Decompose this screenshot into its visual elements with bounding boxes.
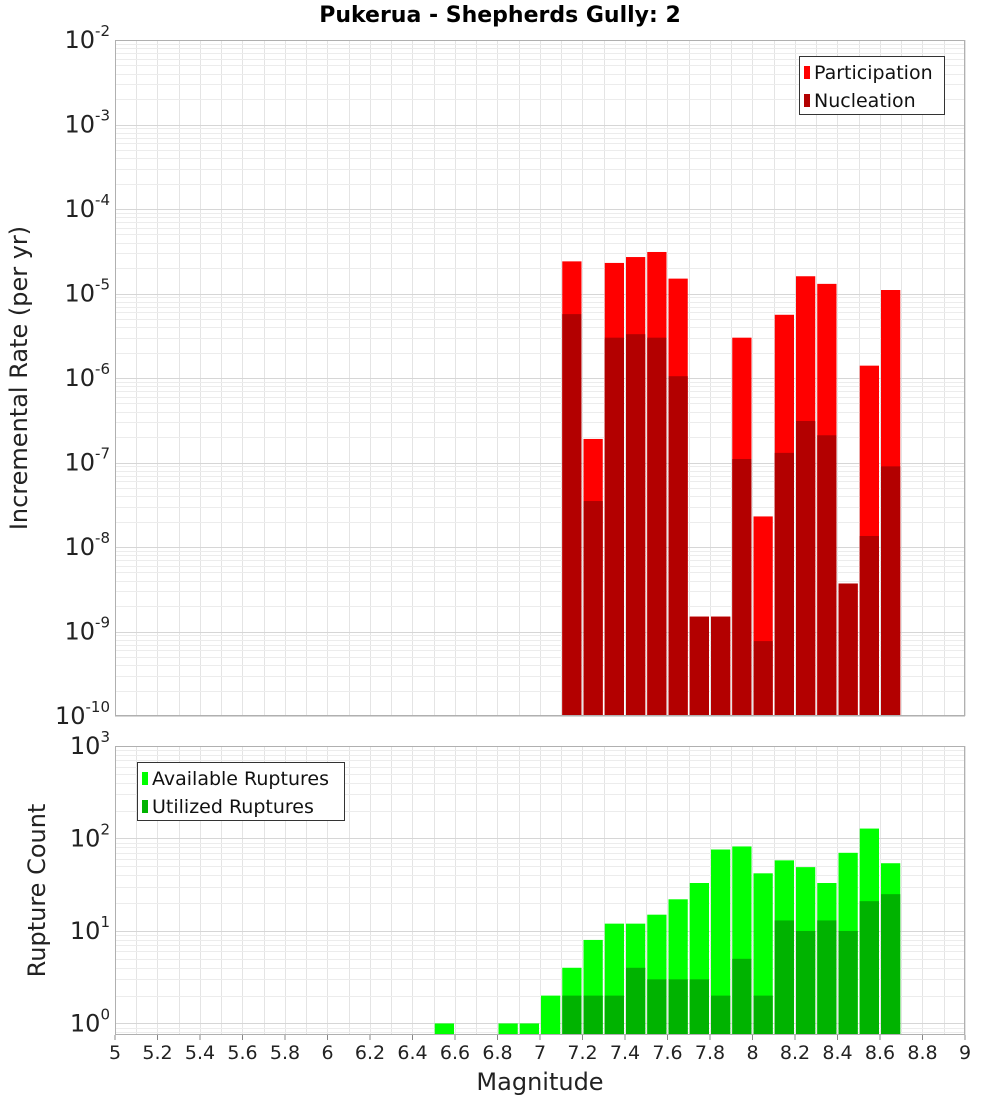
- x-tick-label: 8: [746, 1042, 758, 1064]
- x-tick-label: 6.4: [397, 1042, 427, 1064]
- x-tick-label: 6.6: [440, 1042, 470, 1064]
- count-legend-label: Utilized Ruptures: [152, 796, 314, 818]
- count-legend-label: Available Ruptures: [152, 768, 329, 790]
- x-tick-label: 6.2: [355, 1042, 385, 1064]
- x-tick-label: 5.6: [227, 1042, 257, 1064]
- count-bar: [604, 995, 624, 1035]
- rate-bar: [838, 583, 858, 716]
- count-bar: [711, 995, 731, 1035]
- rate-bar: [626, 334, 646, 716]
- rate-bar: [774, 452, 794, 716]
- x-tick-label: 7.8: [695, 1042, 725, 1064]
- x-tick-label: 5.4: [185, 1042, 215, 1064]
- x-tick-label: 7.2: [567, 1042, 597, 1064]
- x-tick-label: 7.4: [610, 1042, 640, 1064]
- count-bar: [881, 894, 901, 1035]
- rate-bar: [604, 337, 624, 716]
- count-bar: [583, 995, 603, 1035]
- count-bar: [753, 995, 773, 1035]
- rate-ytick-label: 10-5: [64, 276, 110, 308]
- rate-bar: [647, 337, 667, 716]
- rate-ytick-label: 10-10: [55, 698, 110, 730]
- rate-bar: [796, 420, 816, 716]
- count-bar: [498, 1023, 518, 1035]
- rate-bar: [689, 616, 709, 716]
- count-ytick-label: 100: [70, 1005, 110, 1037]
- x-tick-label: 8.8: [907, 1042, 937, 1064]
- count-ytick-label: 103: [70, 728, 110, 760]
- count-legend-swatch: [142, 772, 148, 785]
- rate-ytick-label: 10-4: [64, 191, 110, 223]
- count-series-1: [562, 894, 901, 1035]
- rate-ytick-label: 10-8: [64, 529, 110, 561]
- count-bar: [434, 1023, 454, 1035]
- count-bar: [541, 995, 561, 1035]
- count-bar: [668, 979, 688, 1035]
- rate-bar: [711, 616, 731, 716]
- rate-plot-border: [115, 40, 965, 716]
- x-tick-label: 5.8: [270, 1042, 300, 1064]
- rate-legend-swatch: [804, 94, 810, 107]
- rate-legend-swatch: [804, 66, 810, 79]
- x-tick-label: 6: [321, 1042, 333, 1064]
- chart-title: Pukerua - Shepherds Gully: 2: [319, 3, 681, 28]
- rate-bar: [753, 641, 773, 716]
- rate-legend-box: [799, 56, 945, 115]
- rate-legend-label: Participation: [814, 62, 933, 84]
- x-tick-label: 6.8: [482, 1042, 512, 1064]
- x-tick-label: 7.6: [652, 1042, 682, 1064]
- rate-bar: [668, 376, 688, 716]
- count-bar: [796, 930, 816, 1035]
- count-bar: [838, 930, 858, 1035]
- count-bar: [859, 901, 879, 1035]
- rate-bar: [562, 314, 582, 716]
- count-plot-border: [115, 746, 965, 1035]
- count-legend-swatch: [142, 800, 148, 813]
- count-bar: [562, 995, 582, 1035]
- count-legend-box: [137, 762, 345, 821]
- count-bar: [817, 920, 837, 1035]
- rate-bar: [859, 535, 879, 716]
- x-tick-label: 5.2: [142, 1042, 172, 1064]
- rate-ytick-label: 10-9: [64, 614, 110, 646]
- count-bar: [519, 1023, 539, 1035]
- rate-ytick-label: 10-6: [64, 360, 110, 392]
- rate-legend-label: Nucleation: [814, 90, 916, 112]
- rate-bar: [881, 466, 901, 716]
- count-ylabel: Rupture Count: [23, 804, 51, 978]
- x-axis-label: Magnitude: [476, 1068, 603, 1096]
- rate-legend: Participation Nucleation: [799, 56, 945, 115]
- count-bar: [626, 967, 646, 1035]
- count-legend: Available Ruptures Utilized Ruptures: [137, 762, 345, 821]
- rate-ylabel: Incremental Rate (per yr): [5, 226, 33, 530]
- rate-ytick-label: 10-2: [64, 22, 110, 54]
- count-ytick-label: 102: [70, 821, 110, 853]
- rate-ytick-label: 10-7: [64, 445, 110, 477]
- rate-bar: [583, 501, 603, 716]
- rate-bar: [817, 435, 837, 716]
- x-tick-label: 9: [959, 1042, 971, 1064]
- count-bar: [647, 979, 667, 1035]
- rate-series-1: [562, 314, 901, 716]
- count-bar: [774, 920, 794, 1035]
- x-tick-label: 8.4: [822, 1042, 852, 1064]
- count-bar: [753, 873, 773, 1035]
- x-tick-label: 8.2: [780, 1042, 810, 1064]
- rate-grid: [115, 40, 966, 717]
- rate-ytick-label: 10-3: [64, 107, 110, 139]
- x-tick-label: 8.6: [865, 1042, 895, 1064]
- count-bar: [689, 979, 709, 1035]
- count-bar: [711, 849, 731, 1035]
- rate-bar: [732, 459, 752, 716]
- x-tick-label: 7: [534, 1042, 546, 1064]
- count-bar: [732, 958, 752, 1035]
- count-ytick-label: 101: [70, 913, 110, 945]
- x-tick-label: 5: [109, 1042, 121, 1064]
